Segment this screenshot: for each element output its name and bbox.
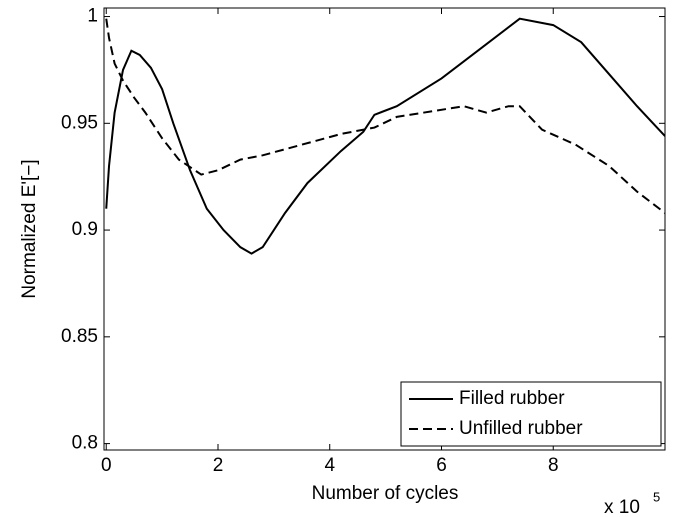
y-tick-label: 1 — [87, 6, 98, 27]
x-tick-label: 4 — [324, 455, 335, 476]
x-tick-label: 0 — [101, 455, 112, 476]
y-tick-label: 0.95 — [61, 112, 98, 133]
x-tick-label: 6 — [436, 455, 447, 476]
x-tick-label: 2 — [213, 455, 224, 476]
y-axis-label: Normalized E'[−] — [19, 159, 40, 298]
data-line — [105, 18, 665, 214]
x-multiplier-exponent: 5 — [653, 489, 660, 504]
x-tick-label: 8 — [548, 455, 559, 476]
x-axis-label: Number of cycles — [312, 483, 459, 504]
y-tick-label: 0.8 — [72, 433, 98, 454]
y-tick-label: 0.85 — [61, 326, 98, 347]
plot-area — [103, 7, 666, 451]
legend-box — [400, 381, 662, 447]
legend-label: Filled rubber — [459, 388, 565, 409]
y-tick-label: 0.9 — [72, 219, 98, 240]
data-line — [105, 17, 665, 255]
x-multiplier: x 10 — [604, 497, 640, 517]
legend-label: Unfilled rubber — [459, 418, 583, 439]
